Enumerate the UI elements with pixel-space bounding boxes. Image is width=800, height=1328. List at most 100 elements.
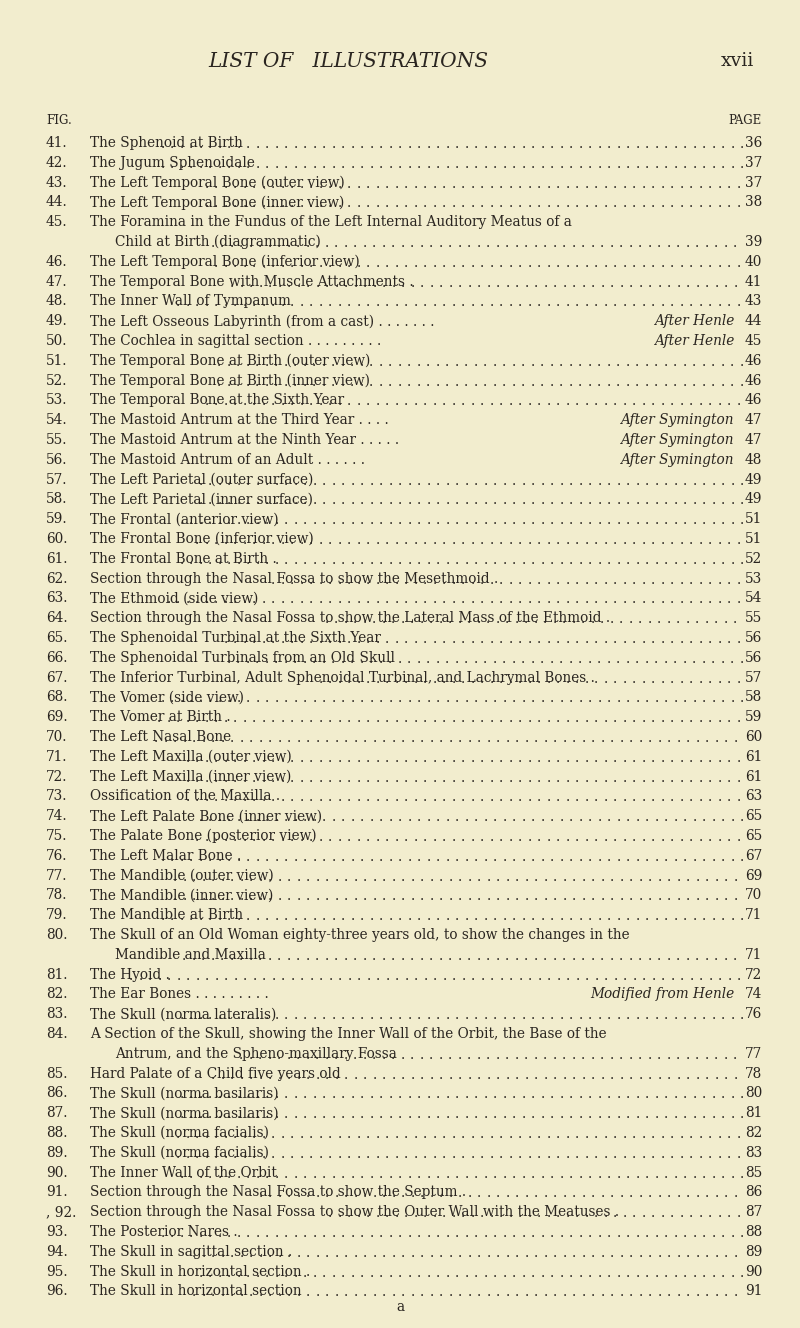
Text: .: . <box>702 157 706 171</box>
Text: .: . <box>604 750 608 765</box>
Text: .: . <box>252 1127 256 1141</box>
Text: .: . <box>674 1166 678 1181</box>
Text: .: . <box>512 474 516 487</box>
Text: .: . <box>442 572 446 587</box>
Text: .: . <box>534 1286 538 1299</box>
Text: .: . <box>214 750 218 765</box>
Text: .: . <box>645 910 649 923</box>
Text: .: . <box>331 1166 335 1181</box>
Text: .: . <box>537 790 542 805</box>
Text: .: . <box>553 1068 557 1081</box>
Text: .: . <box>702 552 706 567</box>
Text: .: . <box>262 592 266 607</box>
Text: xvii: xvii <box>721 52 754 70</box>
Text: .: . <box>578 374 582 389</box>
Text: .: . <box>522 1266 526 1280</box>
Text: .: . <box>556 632 560 645</box>
Text: .: . <box>407 1226 411 1240</box>
Text: 36: 36 <box>745 135 762 150</box>
Text: .: . <box>556 672 560 685</box>
Text: .: . <box>474 1108 478 1121</box>
Text: .: . <box>328 592 333 607</box>
Text: .: . <box>205 1127 209 1141</box>
Text: .: . <box>202 890 206 903</box>
Text: .: . <box>724 276 728 290</box>
Text: .: . <box>496 1286 500 1299</box>
Text: .: . <box>433 712 437 725</box>
Text: .: . <box>394 295 399 309</box>
Text: .: . <box>480 394 484 409</box>
Text: .: . <box>347 572 351 587</box>
Text: The Skull (norma facialis): The Skull (norma facialis) <box>90 1146 269 1159</box>
Text: .: . <box>423 1206 427 1220</box>
Text: .: . <box>727 256 731 270</box>
Text: .: . <box>385 533 390 547</box>
Text: .: . <box>294 374 298 389</box>
Text: .: . <box>642 770 646 785</box>
Text: .: . <box>657 612 662 627</box>
Text: .: . <box>622 394 627 409</box>
Text: .: . <box>366 968 370 983</box>
Text: .: . <box>569 157 573 171</box>
Text: .: . <box>553 890 558 903</box>
Text: .: . <box>635 1008 639 1023</box>
Text: .: . <box>338 1127 342 1141</box>
Text: .: . <box>613 177 618 191</box>
Text: .: . <box>490 1127 494 1141</box>
Text: .: . <box>347 197 351 210</box>
Text: .: . <box>268 1286 272 1299</box>
Text: .: . <box>607 1166 611 1181</box>
Text: .: . <box>189 137 193 151</box>
Text: .: . <box>578 1008 582 1023</box>
Text: .: . <box>528 712 532 725</box>
Text: .: . <box>391 890 396 903</box>
Text: 43: 43 <box>745 295 762 308</box>
Text: .: . <box>512 552 516 567</box>
Text: .: . <box>379 1088 383 1101</box>
Text: .: . <box>540 137 545 151</box>
Text: .: . <box>176 1147 180 1161</box>
Text: .: . <box>537 632 542 645</box>
Text: .: . <box>676 1186 681 1201</box>
Text: .: . <box>218 1108 222 1121</box>
Text: .: . <box>255 850 259 863</box>
Text: .: . <box>540 1166 545 1181</box>
Text: .: . <box>423 197 427 210</box>
Text: .: . <box>294 850 298 863</box>
Text: .: . <box>572 870 576 883</box>
Text: .: . <box>417 850 421 863</box>
Text: .: . <box>477 1246 481 1260</box>
Text: .: . <box>613 790 618 805</box>
Text: .: . <box>464 1166 469 1181</box>
Text: .: . <box>695 1186 699 1201</box>
Text: .: . <box>477 948 481 963</box>
Text: .: . <box>318 256 323 270</box>
Text: .: . <box>515 730 519 745</box>
Text: .: . <box>594 632 598 645</box>
Text: .: . <box>341 810 345 825</box>
Text: .: . <box>303 157 307 171</box>
Text: .: . <box>426 355 430 369</box>
Text: .: . <box>236 1166 241 1181</box>
Text: .: . <box>522 513 526 527</box>
Text: .: . <box>692 1088 697 1101</box>
Text: .: . <box>556 177 560 191</box>
Text: .: . <box>674 552 678 567</box>
Text: .: . <box>198 850 202 863</box>
Text: .: . <box>635 850 639 863</box>
Text: .: . <box>556 256 560 270</box>
Text: .: . <box>214 1127 218 1141</box>
Text: .: . <box>426 474 430 487</box>
Text: .: . <box>362 948 367 963</box>
Text: .: . <box>524 276 529 290</box>
Text: .: . <box>654 1166 658 1181</box>
Text: .: . <box>378 494 383 507</box>
Text: .: . <box>534 890 538 903</box>
Text: .: . <box>420 236 424 250</box>
Text: .: . <box>667 276 671 290</box>
Text: .: . <box>239 1048 243 1062</box>
Text: .: . <box>721 474 725 487</box>
Text: .: . <box>230 730 234 745</box>
Text: The Mandible (outer view): The Mandible (outer view) <box>90 869 274 883</box>
Text: .: . <box>572 948 576 963</box>
